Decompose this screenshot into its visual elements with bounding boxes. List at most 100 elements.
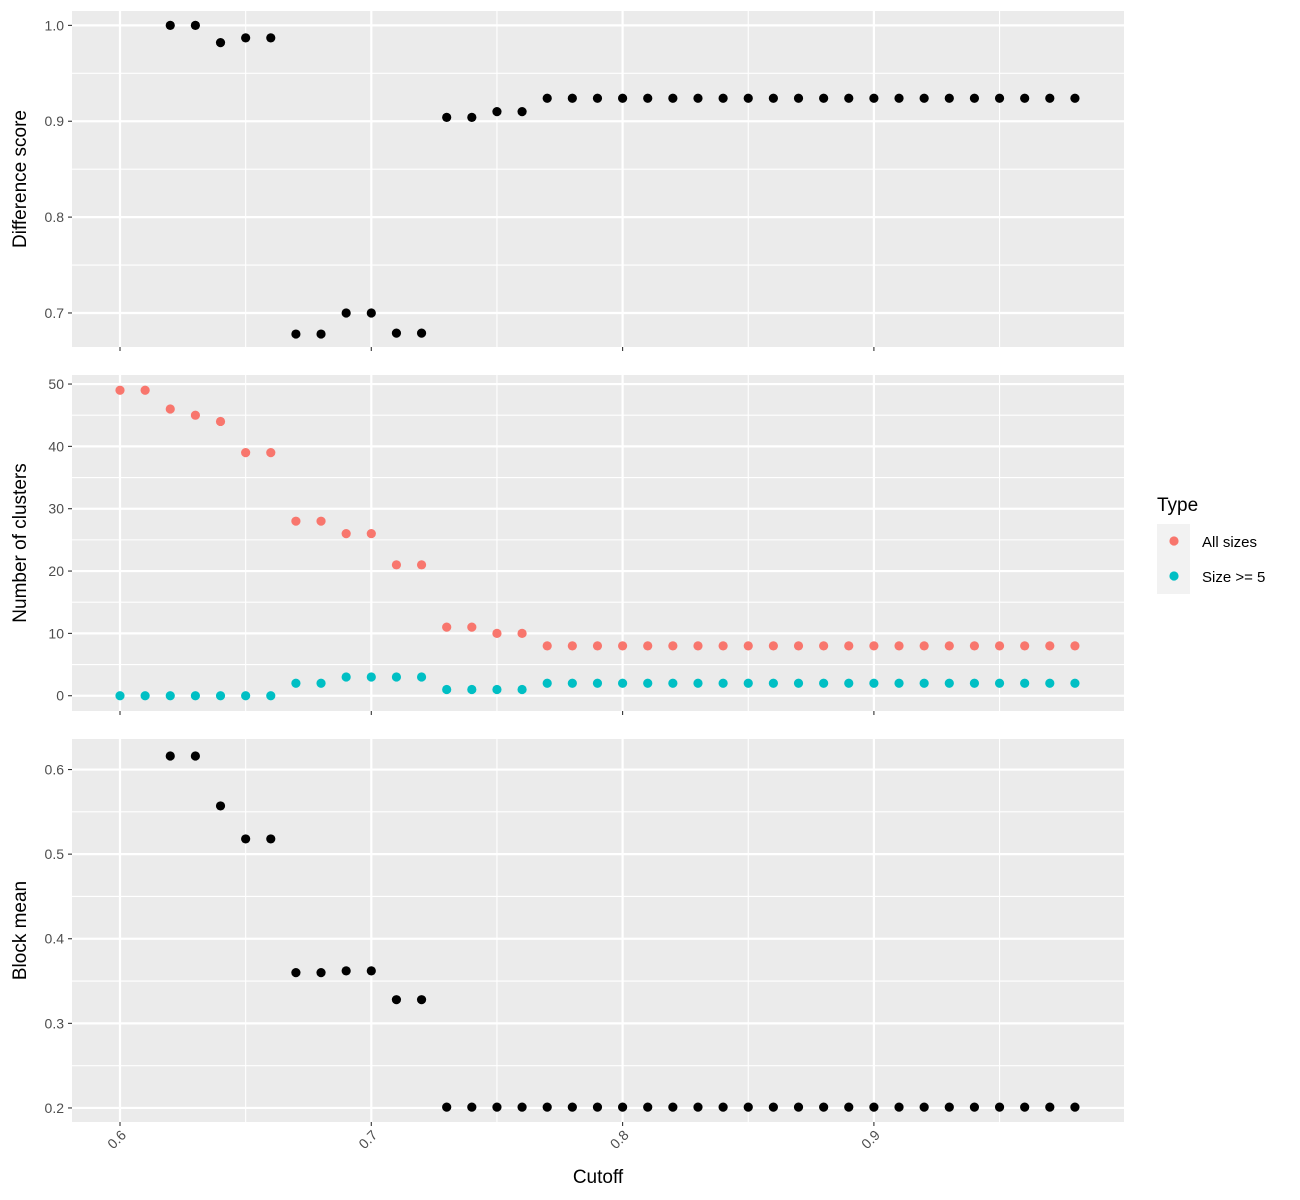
data-point: [341, 966, 351, 976]
data-point: [718, 678, 728, 688]
data-point: [668, 641, 678, 651]
x-axis-title: Cutoff: [573, 1167, 624, 1188]
data-point: [668, 678, 678, 688]
panel-2: 0 10 20 30 40 50 Number of clusters: [10, 375, 1124, 715]
y-axis-title: Block mean: [10, 881, 31, 980]
data-point: [994, 1102, 1005, 1112]
data-point: [643, 641, 653, 651]
data-point: [492, 1102, 502, 1112]
data-point: [994, 678, 1005, 688]
data-point: [416, 672, 427, 682]
panel-3: 0.2 0.3 0.4 0.5 0.6 Block mean: [10, 739, 1124, 1126]
data-point: [944, 1102, 954, 1112]
data-point: [190, 691, 200, 701]
data-point: [994, 93, 1005, 103]
data-point: [467, 684, 477, 695]
legend-title: Type: [1157, 495, 1198, 516]
data-point: [442, 622, 452, 632]
data-point: [442, 684, 452, 695]
y-tick-label: 0.7: [45, 305, 65, 321]
data-point: [391, 672, 402, 682]
y-tick-label: 0: [56, 688, 64, 704]
data-point: [1045, 678, 1055, 688]
data-point: [592, 1102, 603, 1112]
data-point: [618, 93, 628, 103]
data-point: [718, 93, 728, 103]
data-point: [869, 93, 879, 103]
data-point: [492, 628, 502, 638]
data-point: [366, 529, 376, 539]
data-point: [366, 308, 376, 318]
series-difference-score: [165, 20, 1080, 339]
data-point: [869, 1102, 879, 1112]
data-point: [140, 691, 150, 701]
data-point: [416, 328, 427, 338]
panel-background: [72, 11, 1124, 347]
data-point: [668, 1102, 678, 1112]
data-point: [894, 641, 904, 651]
data-point: [1020, 93, 1030, 103]
y-tick-label: 0.6: [45, 762, 65, 778]
panel-1: 0.7 0.8 0.9 1.0 Difference score: [10, 11, 1124, 351]
data-point: [919, 93, 929, 103]
data-point: [341, 529, 351, 539]
data-point: [643, 1102, 653, 1112]
data-point: [391, 328, 402, 338]
data-point: [919, 1102, 929, 1112]
data-point: [266, 691, 276, 701]
data-point: [643, 93, 653, 103]
legend-items: All sizes Size >= 5: [1169, 534, 1265, 586]
data-point: [844, 93, 854, 103]
panel-background: [72, 375, 1124, 711]
legend-label: All sizes: [1202, 534, 1257, 551]
data-point: [542, 93, 552, 103]
data-point: [819, 641, 829, 651]
data-point: [618, 678, 628, 688]
data-point: [567, 678, 577, 688]
data-point: [819, 678, 829, 688]
data-point: [693, 641, 703, 651]
data-point: [291, 516, 301, 526]
data-point: [1045, 641, 1055, 651]
data-point: [567, 641, 577, 651]
y-tick-label: 0.2: [45, 1100, 65, 1116]
data-point: [291, 329, 301, 339]
data-point: [1020, 641, 1030, 651]
data-point: [316, 329, 326, 339]
data-point: [969, 678, 980, 688]
y-tick-label: 0.3: [45, 1015, 65, 1031]
data-point: [693, 678, 703, 688]
data-point: [894, 93, 904, 103]
data-point: [241, 448, 251, 458]
data-point: [768, 93, 778, 103]
series-all-sizes: [115, 385, 1080, 651]
data-point: [291, 967, 301, 978]
y-tick-label: 30: [48, 501, 64, 517]
data-point: [165, 751, 175, 761]
series-size-5: [115, 672, 1080, 701]
data-point: [442, 1102, 452, 1112]
data-point: [969, 641, 980, 651]
data-point: [869, 678, 879, 688]
data-point: [1020, 678, 1030, 688]
data-point: [341, 672, 351, 682]
data-point: [567, 93, 577, 103]
data-point: [366, 672, 376, 682]
data-point: [165, 404, 175, 414]
data-point: [266, 448, 276, 458]
data-point: [768, 641, 778, 651]
data-point: [316, 967, 326, 978]
data-point: [618, 1102, 628, 1112]
data-point: [743, 641, 753, 651]
data-point: [391, 560, 402, 570]
data-point: [215, 416, 226, 427]
y-tick-label: 0.9: [45, 113, 65, 129]
data-point: [467, 112, 477, 123]
data-point: [416, 560, 427, 570]
legend-label: Size >= 5: [1202, 569, 1265, 586]
data-point: [1070, 1102, 1080, 1112]
data-point: [391, 995, 402, 1005]
data-point: [969, 1102, 980, 1112]
data-point: [844, 678, 854, 688]
data-point: [1020, 1102, 1030, 1112]
